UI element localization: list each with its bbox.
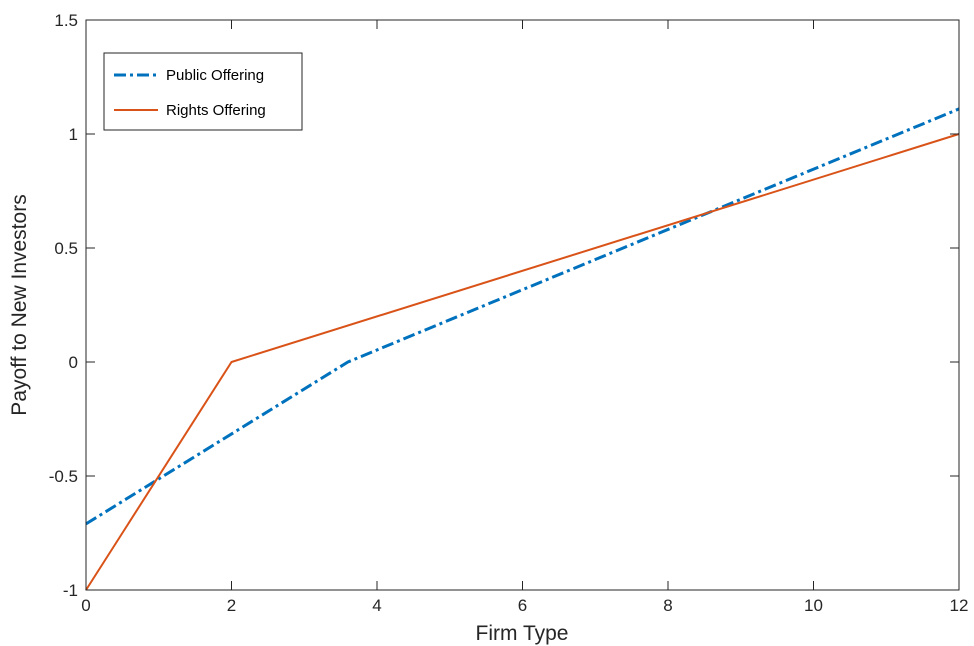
y-tick-label: 0 (69, 353, 78, 372)
x-axis-title: Firm Type (476, 622, 569, 645)
series-layer (85, 107, 960, 591)
x-tick-label: 12 (950, 596, 969, 615)
legend: Public Offering Rights Offering (103, 52, 303, 131)
y-tick-label: 1.5 (54, 11, 78, 30)
legend-label-public-offering: Public Offering (166, 67, 264, 84)
y-tick-label: 0.5 (54, 239, 78, 258)
y-axis-title: Payoff to New Investors (8, 194, 31, 415)
x-tick-label: 8 (663, 596, 672, 615)
x-tick-label: 4 (372, 596, 381, 615)
y-tick-label: -0.5 (49, 467, 78, 486)
series-line-rights-offering (85, 133, 960, 591)
y-tick-label: 1 (69, 125, 78, 144)
series-line-public-offering (85, 107, 960, 526)
tick-layer: 0 2 4 6 8 10 12 -1 -0.5 0 0.5 1 1.5 (49, 11, 969, 615)
x-tick-label: 2 (227, 596, 236, 615)
x-tick-label: 6 (518, 596, 527, 615)
x-tick-label: 0 (81, 596, 90, 615)
legend-label-rights-offering: Rights Offering (166, 102, 266, 119)
legend-box (103, 52, 303, 131)
y-tick-label: -1 (63, 581, 78, 600)
x-tick-label: 10 (804, 596, 823, 615)
